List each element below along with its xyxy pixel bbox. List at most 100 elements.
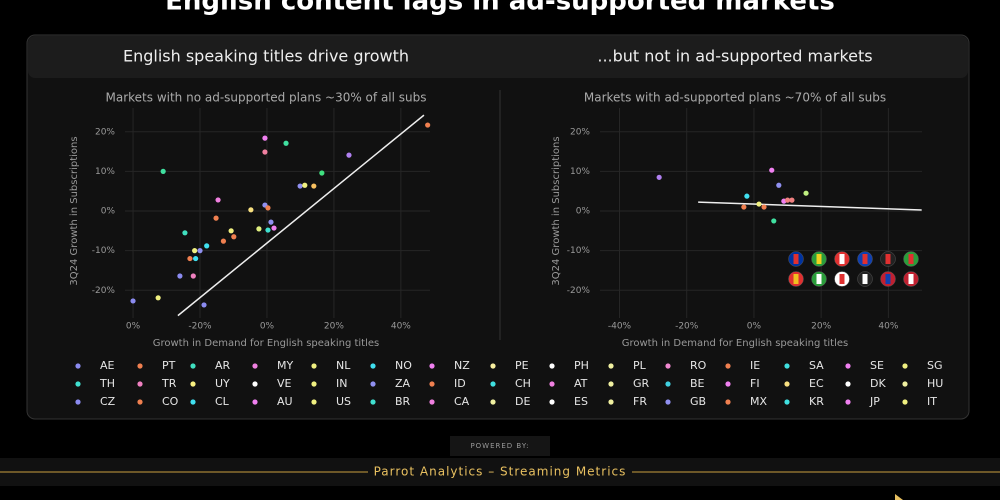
legend-label: CH [515, 377, 531, 390]
legend-swatch [665, 399, 671, 405]
legend-swatch [608, 381, 614, 387]
legend-label: CZ [100, 395, 116, 408]
point [160, 168, 166, 174]
legend-label: IT [927, 395, 937, 408]
chart-subtitle: Markets with no ad-supported plans ~30% … [106, 91, 427, 105]
point [302, 182, 308, 188]
flag-detail [839, 274, 845, 284]
legend-label: IN [336, 377, 347, 390]
point [789, 197, 795, 203]
y-tick-label: 0% [101, 207, 116, 217]
legend-swatch [190, 399, 196, 405]
y-tick-label: -20% [567, 286, 591, 296]
powered-by: POWERED BY: [470, 442, 529, 450]
y-tick-label: -10% [92, 246, 116, 256]
y-tick-label: -20% [92, 286, 116, 296]
legend-label: AT [574, 377, 588, 390]
legend-swatch [725, 381, 731, 387]
x-tick-label: 40% [878, 322, 898, 332]
y-tick-label: 0% [576, 207, 591, 217]
legend-swatch [252, 363, 258, 369]
legend-swatch [370, 399, 376, 405]
legend-swatch [549, 381, 555, 387]
flag-detail [885, 254, 891, 264]
legend-swatch [608, 363, 614, 369]
flag-detail [908, 274, 914, 284]
trendline [177, 114, 425, 317]
y-axis-label: 3Q24 Growth in Subscriptions [551, 136, 562, 285]
legend-swatch [902, 363, 908, 369]
chart-title: English speaking titles drive growth [123, 47, 409, 66]
legend-label: TH [99, 377, 115, 390]
panel [26, 34, 970, 420]
point [283, 140, 289, 146]
legend-swatch [549, 399, 555, 405]
legend-label: PL [633, 359, 647, 372]
point [741, 204, 747, 210]
point [187, 255, 193, 262]
point [769, 167, 775, 173]
point [190, 273, 196, 279]
legend-label: AE [100, 359, 115, 372]
legend-swatch [490, 363, 496, 369]
legend-swatch [75, 381, 81, 387]
point [311, 183, 317, 189]
y-axis-label: 3Q24 Growth in Subscriptions [69, 136, 80, 285]
legend-label: SE [870, 359, 884, 372]
trendline [698, 201, 922, 211]
point [197, 248, 203, 254]
legend-label: UY [215, 377, 230, 390]
y-tick-label: 20% [95, 127, 115, 137]
x-tick-label: -20% [188, 322, 212, 332]
x-axis-label: Growth in Demand for English speaking ti… [153, 338, 380, 349]
point [215, 197, 221, 203]
point [192, 248, 198, 254]
legend-swatch [311, 381, 317, 387]
x-tick-label: 0% [260, 322, 275, 332]
legend-swatch [429, 381, 435, 387]
logo-mark [895, 494, 903, 500]
point [262, 149, 268, 155]
point [297, 183, 303, 189]
flag-detail [816, 254, 822, 264]
point [656, 174, 662, 180]
legend-swatch [845, 399, 851, 405]
legend-label: TR [161, 377, 177, 390]
legend-label: MY [277, 359, 293, 372]
x-tick-label: 0% [747, 322, 762, 332]
legend-swatch [784, 363, 790, 369]
point [228, 228, 234, 234]
point [771, 218, 777, 224]
legend-label: ZA [395, 377, 411, 390]
point [204, 243, 210, 249]
legend-label: JP [869, 395, 880, 408]
legend-label: NL [336, 359, 351, 372]
legend-label: NO [395, 359, 412, 372]
x-axis-label: Growth in Demand for English speaking ti… [622, 338, 849, 349]
legend-swatch [75, 363, 81, 369]
x-tick-label: 40% [391, 322, 411, 332]
legend-swatch [252, 399, 258, 405]
point [319, 170, 325, 176]
legend-label: US [336, 395, 351, 408]
legend-label: AR [215, 359, 231, 372]
legend-swatch [429, 363, 435, 369]
legend-label: CA [454, 395, 470, 408]
legend-label: BR [395, 395, 411, 408]
legend-label: CO [162, 395, 179, 408]
legend-swatch [725, 363, 731, 369]
y-tick-label: 20% [570, 127, 590, 137]
point [268, 219, 274, 225]
legend-swatch [370, 381, 376, 387]
point [784, 197, 791, 203]
point [262, 135, 268, 141]
legend-label: FI [750, 377, 760, 390]
legend-swatch [902, 399, 908, 405]
powered-box [450, 436, 550, 456]
flag-detail [885, 274, 891, 284]
point [803, 190, 809, 196]
legend-swatch [137, 381, 143, 387]
y-tick-label: 10% [570, 167, 590, 177]
legend-swatch [370, 363, 376, 369]
